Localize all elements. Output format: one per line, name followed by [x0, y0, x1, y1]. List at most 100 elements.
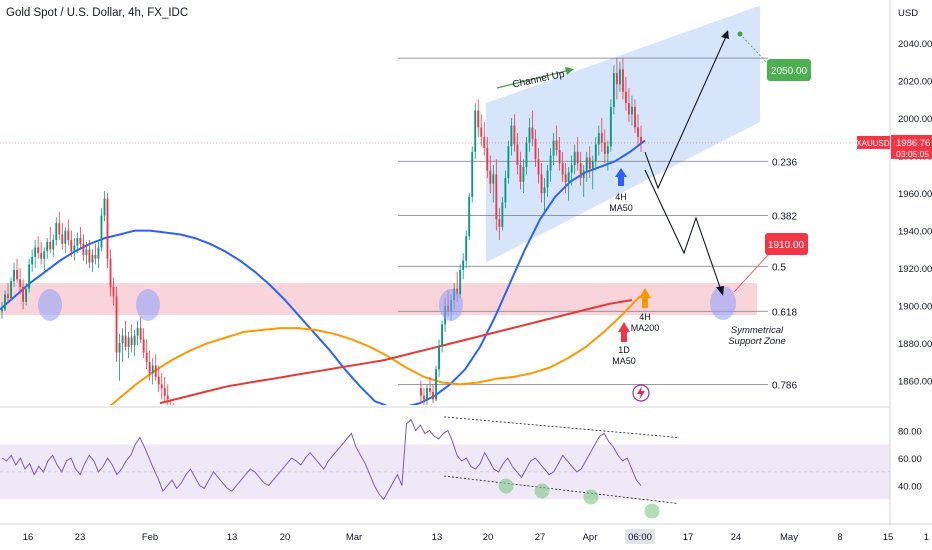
candle-body — [588, 157, 591, 169]
candle-body — [540, 174, 543, 194]
time-axis-tick: Mar — [346, 532, 362, 543]
candle-body — [597, 133, 600, 145]
candle-body — [420, 388, 422, 396]
candle-body — [477, 110, 480, 128]
candle-body — [513, 125, 516, 145]
rsi-panel — [0, 416, 890, 519]
ma50-4h-label-line1: 4H — [615, 192, 627, 202]
candle-body — [67, 230, 70, 240]
candle-body — [142, 339, 145, 353]
ma50-1d-arrow — [618, 322, 630, 342]
candle-body — [61, 234, 64, 244]
candle-body — [133, 335, 136, 345]
candle-body — [465, 236, 468, 261]
time-cursor-tag — [625, 529, 655, 544]
support-touch-circle — [136, 289, 160, 321]
time-axis-tick: 23 — [75, 532, 86, 543]
candle-body — [606, 146, 609, 154]
target-label-2050: 2050.00 — [771, 66, 808, 77]
candle-body — [70, 240, 73, 252]
ma200-4h-arrow — [639, 288, 651, 308]
candle-body — [136, 328, 139, 336]
candle-body — [432, 391, 434, 400]
rsi-axis-tick: 80.00 — [898, 427, 922, 438]
candle-body — [615, 73, 618, 85]
rsi-touch-circle — [498, 478, 514, 494]
price-axis-tick: 2040.00 — [898, 39, 932, 50]
target-box-2050 — [767, 59, 811, 81]
candle-body — [148, 361, 151, 374]
candle-body — [501, 202, 504, 227]
candle-body — [109, 258, 112, 287]
lightning-bolt — [637, 386, 645, 400]
candle-body — [88, 249, 91, 263]
rsi-touch-circle — [583, 489, 599, 505]
ma50-1d-label-line2: MA50 — [612, 356, 636, 366]
price-axis-tick: 1880.00 — [898, 339, 932, 350]
candle-body — [495, 174, 498, 220]
projected-support-circle — [710, 286, 736, 320]
candle-body — [462, 260, 465, 270]
candle-body — [624, 91, 627, 104]
candle-body — [94, 255, 97, 259]
candle-body — [79, 238, 82, 244]
candle-body — [483, 136, 486, 149]
fib-label: 0.382 — [772, 212, 797, 223]
candle-body — [82, 243, 85, 255]
support-zone-band — [0, 283, 757, 315]
candle-body — [97, 247, 100, 259]
support-zone-label-line1: Symmetrical — [731, 325, 784, 336]
candle-body — [573, 151, 576, 165]
candle-body — [55, 223, 58, 240]
candle-body — [591, 161, 594, 169]
ma50-4h-arrow — [615, 168, 627, 186]
time-axis-tick: 13 — [432, 532, 443, 543]
support-zone-label-line2: Support Zone — [728, 336, 786, 347]
target-leader-1910 — [733, 254, 769, 293]
price-axis-currency: USD — [898, 8, 918, 19]
time-axis-tick: 20 — [483, 532, 494, 543]
candle-body — [19, 279, 22, 287]
candle-body — [516, 144, 519, 165]
candle-body — [100, 215, 103, 248]
candle-body — [582, 170, 585, 179]
time-axis-tick: Feb — [142, 532, 158, 543]
candle-body — [585, 157, 588, 171]
candle-body — [628, 103, 630, 115]
time-axis-tick: 06:00 — [628, 532, 652, 543]
ma50-4h-label-line2: MA50 — [609, 203, 633, 213]
candle-body — [594, 144, 597, 162]
candle-body — [139, 328, 142, 340]
candle-body — [519, 165, 522, 182]
ma200-4h-label-line1: 4H — [639, 312, 651, 322]
candle-body — [49, 241, 52, 250]
candle-body — [121, 335, 124, 344]
candle-body — [130, 337, 133, 345]
support-touch-circle — [38, 289, 62, 321]
candle-body — [579, 163, 582, 179]
candle-body — [525, 142, 528, 167]
candle-body — [612, 73, 615, 107]
ma-line-4h-ma200 — [109, 295, 641, 405]
candle-body — [564, 174, 567, 182]
current-price-label: 1986.76 — [896, 138, 930, 149]
candle-body — [10, 281, 12, 299]
candle-body — [22, 286, 25, 302]
countdown-label: 03:05:05 — [896, 149, 929, 159]
channel-up-arrowhead — [565, 67, 574, 75]
candle-body — [157, 376, 160, 385]
candle-body — [25, 288, 28, 302]
candle-body — [621, 69, 624, 92]
target-leader-2050 — [739, 33, 769, 65]
candle-body — [631, 106, 633, 115]
candle-body — [600, 133, 603, 143]
candle-body — [561, 163, 564, 175]
candle-body — [492, 174, 495, 184]
time-axis-tick: 13 — [227, 532, 238, 543]
candle-body — [570, 165, 573, 173]
candle-body — [531, 127, 534, 139]
candle-body — [34, 247, 37, 257]
channel-up-zone — [486, 5, 760, 263]
